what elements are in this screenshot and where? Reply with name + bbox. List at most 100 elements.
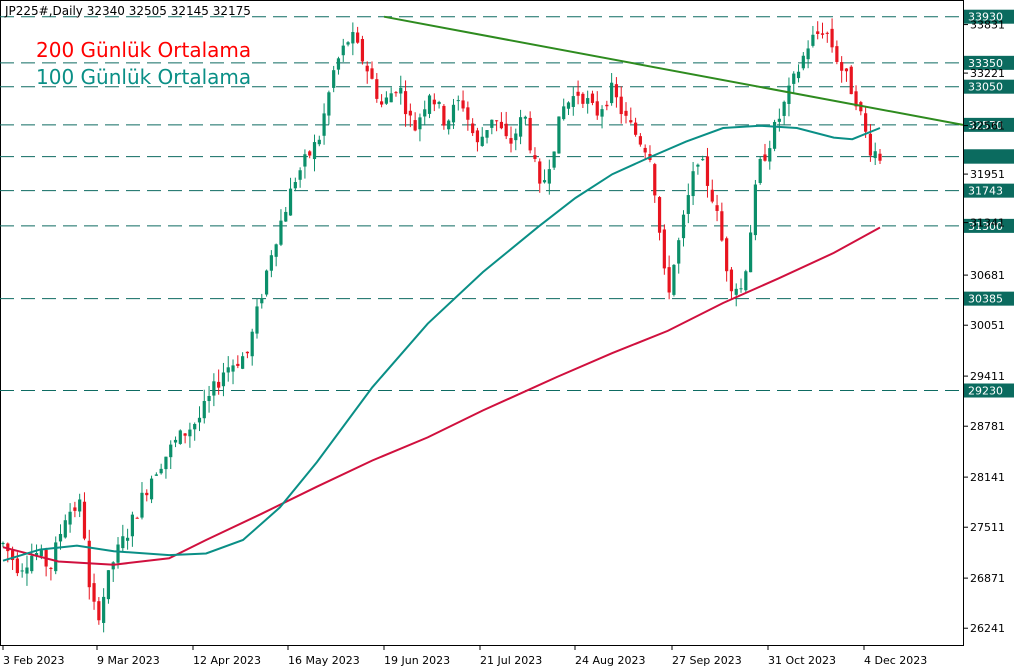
candle-body bbox=[653, 164, 657, 196]
candle-body bbox=[63, 520, 67, 538]
level-tag bbox=[964, 383, 1014, 398]
candle-body bbox=[581, 93, 585, 104]
candle-body bbox=[408, 110, 412, 116]
candle-body bbox=[562, 106, 566, 120]
candle-body bbox=[456, 100, 460, 102]
level-label: 30385 bbox=[968, 293, 1003, 306]
candle-body bbox=[197, 417, 202, 423]
candle-body bbox=[605, 104, 609, 107]
candle-body bbox=[705, 156, 710, 186]
candle-body bbox=[825, 32, 829, 34]
candle-body bbox=[619, 96, 623, 115]
candle-body bbox=[365, 65, 369, 72]
x-tick-label: 31 Oct 2023 bbox=[768, 654, 836, 667]
candle-body bbox=[696, 164, 700, 167]
candle-body bbox=[332, 70, 336, 88]
candle-body bbox=[768, 148, 772, 162]
candle-body bbox=[212, 381, 216, 396]
candle-body bbox=[241, 356, 245, 369]
candle-body bbox=[126, 537, 130, 541]
candle-body bbox=[58, 533, 63, 542]
candle-body bbox=[643, 147, 647, 153]
candle-body bbox=[849, 66, 853, 95]
level-label: 29230 bbox=[968, 384, 1003, 397]
level-label: 33930 bbox=[968, 11, 1003, 24]
candle-body bbox=[844, 68, 849, 72]
candle-body bbox=[418, 117, 422, 130]
candle-body bbox=[284, 211, 288, 222]
candle-body bbox=[873, 151, 877, 159]
candle-body bbox=[10, 550, 15, 561]
candle-body bbox=[293, 182, 297, 189]
trendline-path bbox=[383, 15, 964, 126]
candle-body bbox=[322, 113, 326, 136]
candle-body bbox=[379, 101, 384, 105]
candle-body bbox=[542, 180, 547, 183]
candle-body bbox=[288, 188, 293, 216]
candle-body bbox=[557, 116, 561, 154]
candle-body bbox=[207, 395, 211, 402]
x-axis: 3 Feb 2023 9 Mar 2023 12 Apr 2023 16 May 20… bbox=[2, 645, 927, 667]
candle-body bbox=[552, 151, 556, 168]
candle-body bbox=[595, 101, 599, 116]
candle-body bbox=[178, 430, 182, 444]
candle-body bbox=[816, 31, 820, 34]
candle-body bbox=[274, 244, 278, 257]
candle-body bbox=[566, 102, 571, 109]
candle-body bbox=[97, 601, 101, 621]
candle-body bbox=[164, 456, 168, 470]
candle-body bbox=[466, 107, 470, 120]
candle-body bbox=[672, 264, 676, 295]
legend-100: 100 Günlük Ortalama bbox=[36, 65, 251, 89]
y-tick-label: 26871 bbox=[970, 572, 1005, 585]
candle-body bbox=[461, 100, 465, 109]
candle-body bbox=[471, 123, 475, 134]
last-price-tag bbox=[964, 149, 1014, 164]
y-axis: 3393033350330503257032170317433130030385… bbox=[963, 9, 1014, 635]
candle-body bbox=[169, 444, 173, 458]
candle-body bbox=[792, 73, 796, 84]
candle-body bbox=[499, 121, 504, 129]
candle-body bbox=[413, 120, 417, 131]
x-tick-label: 16 May 2023 bbox=[288, 654, 360, 667]
level-tag bbox=[964, 183, 1014, 198]
y-tick-label: 31951 bbox=[970, 168, 1005, 181]
candle-body bbox=[145, 492, 149, 496]
level-label: 32570 bbox=[968, 119, 1003, 132]
candle-body bbox=[614, 84, 619, 98]
candle-body bbox=[173, 439, 178, 443]
candle-body bbox=[777, 118, 781, 122]
candle-body bbox=[130, 514, 134, 537]
y-tick-label: 28781 bbox=[970, 420, 1005, 433]
candle-body bbox=[801, 55, 805, 69]
level-label: 31300 bbox=[968, 220, 1003, 233]
candle-body bbox=[116, 544, 120, 563]
symbol-info: JP225#,Daily 32340 32505 32145 32175 bbox=[4, 4, 251, 18]
x-tick-label: 24 Aug 2023 bbox=[575, 654, 645, 667]
candle-body bbox=[523, 116, 527, 119]
candle-body bbox=[701, 159, 705, 161]
ma100-path bbox=[2, 124, 881, 562]
candle-body bbox=[226, 367, 230, 373]
candle-body bbox=[135, 517, 139, 519]
candle-body bbox=[590, 93, 595, 103]
level-tag bbox=[964, 55, 1014, 70]
candle-body bbox=[432, 99, 436, 105]
candle-body bbox=[351, 32, 355, 44]
x-tick-label: 21 Jul 2023 bbox=[480, 654, 542, 667]
candle-body bbox=[447, 120, 451, 130]
candle-body bbox=[820, 33, 825, 35]
candle-body bbox=[720, 211, 724, 241]
candle-body bbox=[370, 68, 374, 79]
candle-body bbox=[34, 553, 39, 557]
candle-body bbox=[73, 507, 77, 511]
candle-body bbox=[657, 197, 662, 233]
candle-body bbox=[686, 195, 690, 214]
candle-body bbox=[806, 48, 810, 60]
y-tick-label: 27511 bbox=[970, 521, 1005, 534]
candle-body bbox=[6, 543, 10, 552]
candle-body bbox=[250, 331, 254, 357]
candle-body bbox=[264, 270, 269, 295]
